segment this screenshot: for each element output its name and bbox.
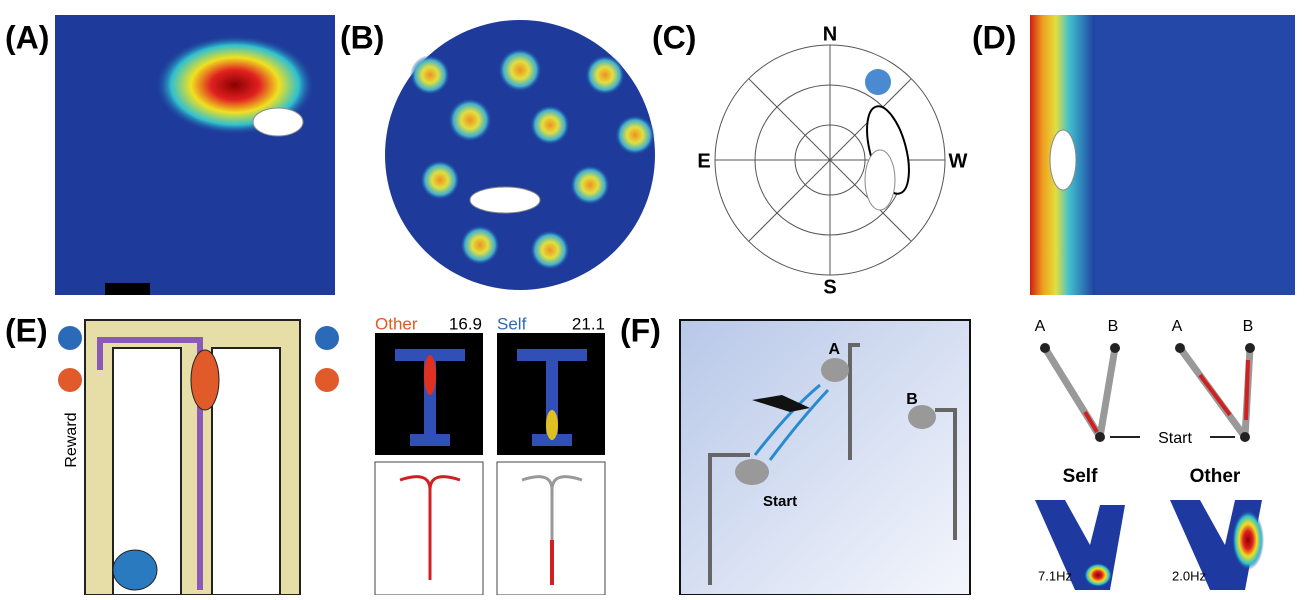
panel-label: (F) xyxy=(620,312,661,348)
panel-label: (A) xyxy=(5,19,49,55)
field xyxy=(1084,563,1112,587)
figure: N S E W Reward Other 16.9 Self 21.1 A B … xyxy=(0,0,1304,595)
point-a: A xyxy=(828,341,840,358)
rat-self xyxy=(113,550,157,590)
other-peak: 2.0Hz xyxy=(1172,568,1206,583)
west: W xyxy=(949,150,968,172)
rat xyxy=(253,108,303,136)
light xyxy=(315,326,339,350)
field xyxy=(546,410,558,440)
reward-label: Reward xyxy=(63,412,80,467)
self-peak: 7.1Hz xyxy=(1038,568,1072,583)
other-title: Other xyxy=(1190,466,1241,487)
light xyxy=(315,368,339,392)
rat xyxy=(865,150,895,210)
panel-label: (D) xyxy=(972,19,1016,55)
label-b: B xyxy=(1243,318,1254,335)
label-a: A xyxy=(1035,318,1046,335)
ball xyxy=(821,358,849,382)
room xyxy=(680,320,970,595)
panel-label: (B) xyxy=(340,19,384,55)
field xyxy=(424,355,436,395)
start-label: Start xyxy=(763,493,797,510)
mask xyxy=(105,283,150,295)
flight-paths xyxy=(1045,348,1250,437)
rat-other xyxy=(191,350,219,410)
other-label: Other xyxy=(375,314,418,333)
self-title: Self xyxy=(1063,466,1099,487)
ball xyxy=(908,405,936,429)
start-label: Start xyxy=(1158,430,1192,447)
ball xyxy=(735,459,769,485)
other-rate: 16.9 xyxy=(449,314,482,333)
point-b: B xyxy=(906,391,918,408)
north: N xyxy=(823,23,837,45)
label-b: B xyxy=(1108,318,1119,335)
maze-arm xyxy=(212,348,280,595)
light xyxy=(58,326,82,350)
field xyxy=(1232,510,1264,570)
south: S xyxy=(823,276,836,298)
rat xyxy=(1050,130,1076,190)
rat xyxy=(470,187,540,213)
panel-label: (E) xyxy=(5,312,48,348)
self-label: Self xyxy=(497,314,527,333)
label-a: A xyxy=(1172,318,1183,335)
east: E xyxy=(697,150,710,172)
cue xyxy=(865,69,891,95)
panel-label: (C) xyxy=(652,19,696,55)
light xyxy=(58,368,82,392)
self-rate: 21.1 xyxy=(572,314,605,333)
compass-rose xyxy=(715,45,945,275)
